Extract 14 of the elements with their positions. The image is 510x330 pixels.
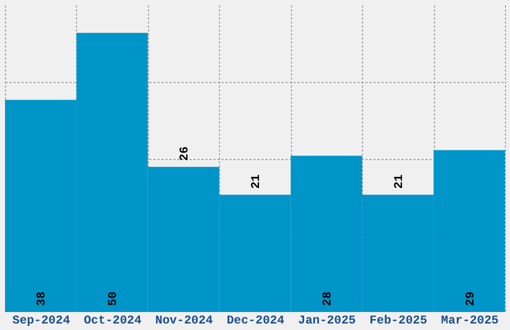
data-label: 29 [463,292,478,306]
data-label: 21 [392,174,406,189]
x-tick-label: Jan-2025 [298,314,356,328]
x-tick-label: Oct-2024 [84,314,142,328]
x-tick-label: Feb-2025 [370,314,428,328]
data-label: 21 [249,174,263,189]
data-label: 50 [106,292,120,306]
data-label: 28 [320,292,334,306]
x-tick-label: Nov-2024 [155,314,213,328]
x-tick-label: Dec-2024 [226,314,284,328]
x-tick-label: Sep-2024 [12,314,70,328]
data-label: 38 [34,292,49,306]
x-tick-label: Mar-2025 [440,314,499,328]
data-label: 26 [178,146,192,161]
